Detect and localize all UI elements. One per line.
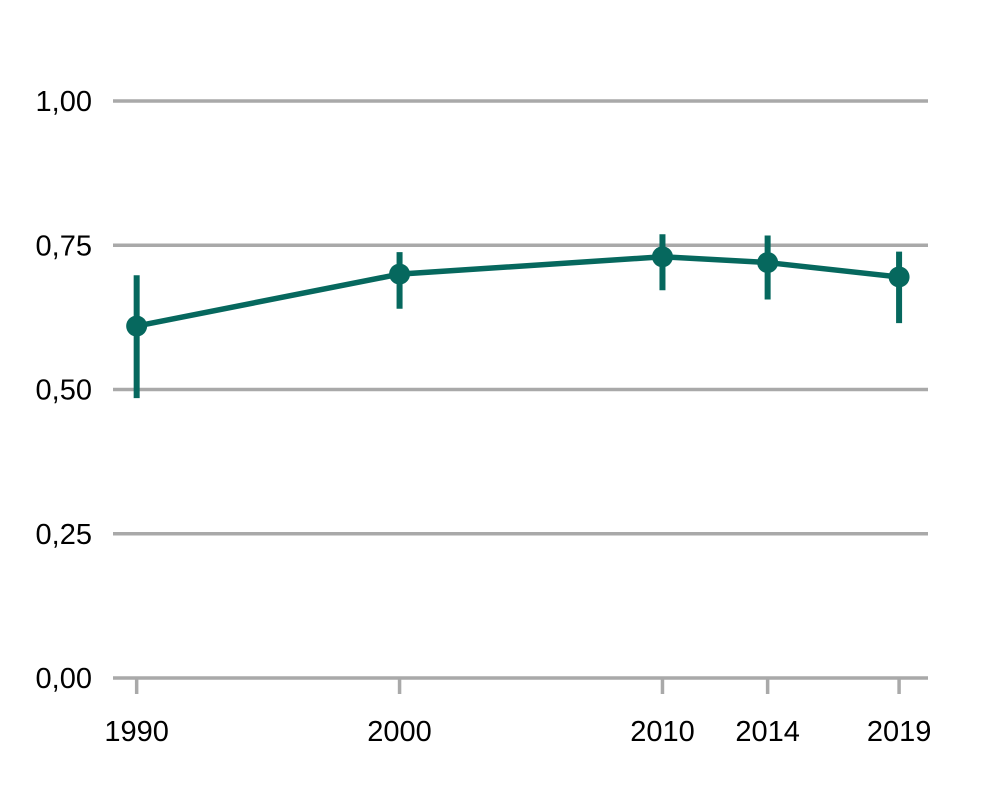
x-tick-label: 1990: [104, 716, 169, 748]
y-tick-label: 0,75: [36, 230, 92, 262]
x-tick-label: 2000: [367, 716, 432, 748]
x-tick-label: 2019: [867, 716, 932, 748]
data-point: [757, 252, 779, 274]
data-point: [888, 266, 910, 288]
y-tick-label: 0,50: [36, 375, 92, 407]
x-tick-label: 2014: [735, 716, 800, 748]
data-point: [651, 246, 673, 268]
y-tick-label: 1,00: [36, 86, 92, 118]
x-tick-label: 2010: [630, 716, 695, 748]
y-tick-label: 0,25: [36, 519, 92, 551]
data-point: [126, 315, 148, 337]
data-point: [389, 263, 411, 285]
trend-line: [133, 254, 902, 329]
y-tick-label: 0,00: [36, 663, 92, 695]
